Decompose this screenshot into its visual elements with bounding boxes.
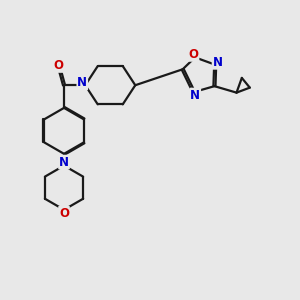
Text: O: O bbox=[53, 59, 63, 72]
Text: N: N bbox=[190, 88, 200, 101]
Text: O: O bbox=[189, 48, 199, 61]
Text: N: N bbox=[212, 56, 223, 69]
Text: O: O bbox=[59, 207, 69, 220]
Text: N: N bbox=[77, 76, 87, 89]
Text: N: N bbox=[59, 156, 69, 169]
